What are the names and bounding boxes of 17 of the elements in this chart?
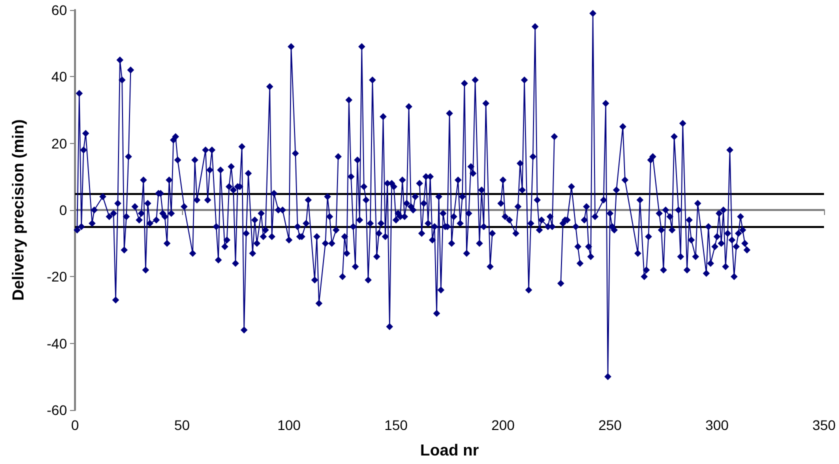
- x-tick-label: 0: [71, 417, 80, 433]
- y-tick-label: 60: [51, 2, 68, 18]
- x-tick-label: 150: [384, 417, 408, 433]
- y-tick-label: 40: [51, 68, 68, 85]
- x-axis-title: Load nr: [420, 442, 479, 460]
- y-tick-label: -40: [46, 335, 68, 352]
- y-tick-label: -60: [46, 402, 68, 418]
- x-tick-label: 200: [491, 417, 515, 433]
- x-tick-label: 350: [812, 417, 836, 433]
- x-tick-label: 100: [277, 417, 301, 433]
- y-axis-title: Delivery precision (min): [10, 119, 28, 301]
- x-tick-label: 300: [705, 417, 729, 433]
- y-tick-label: 0: [59, 202, 68, 218]
- x-tick-label: 250: [598, 417, 622, 433]
- y-tick-label: 20: [51, 135, 68, 152]
- y-tick-label: -20: [46, 268, 68, 285]
- x-tick-label: 50: [174, 417, 190, 433]
